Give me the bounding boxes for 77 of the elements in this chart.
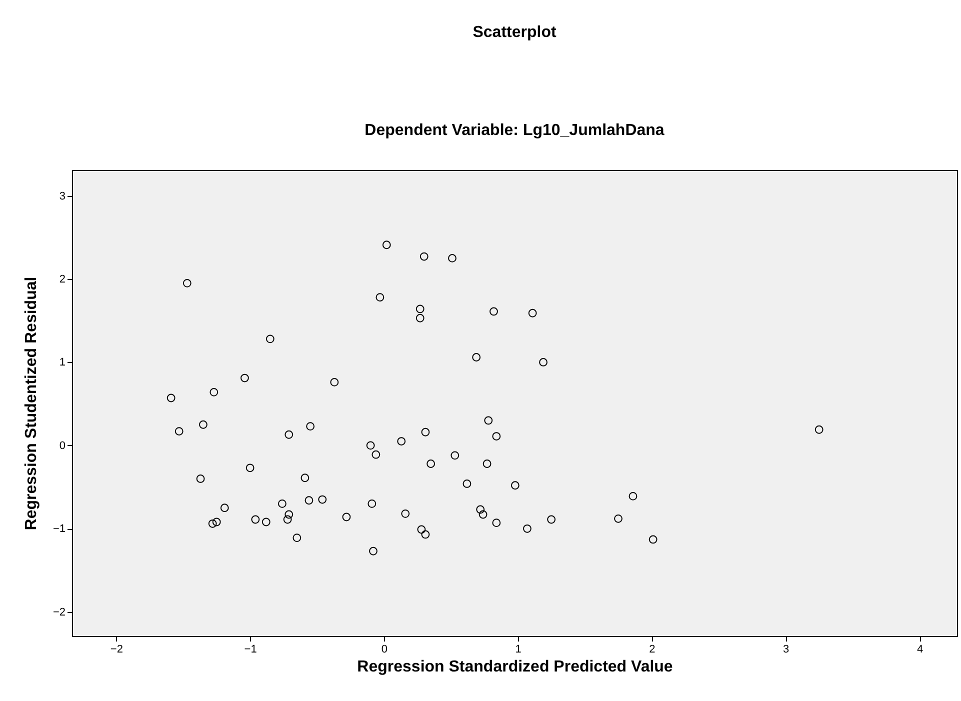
point — [472, 353, 481, 362]
point — [240, 374, 249, 382]
point — [166, 394, 176, 402]
point — [547, 515, 556, 524]
point — [342, 512, 351, 522]
point — [476, 505, 485, 514]
point — [814, 425, 824, 434]
point — [482, 460, 492, 468]
point — [648, 535, 658, 544]
y-axis-title: Regression Studentized Residual — [22, 276, 40, 530]
point — [628, 492, 638, 500]
x-tick-label: −1 — [244, 644, 257, 656]
point — [382, 240, 391, 250]
point — [300, 474, 310, 482]
point — [208, 519, 217, 528]
point — [421, 428, 430, 436]
point — [510, 481, 520, 490]
point — [304, 496, 314, 505]
x-tick-label: 4 — [916, 644, 924, 656]
point — [448, 254, 456, 262]
point — [182, 278, 192, 288]
point — [539, 358, 548, 366]
point — [462, 480, 472, 488]
point — [478, 510, 488, 519]
point — [490, 307, 498, 316]
point — [421, 530, 430, 539]
point — [278, 499, 286, 508]
point — [397, 437, 406, 446]
point — [306, 422, 315, 430]
point — [251, 515, 260, 524]
point — [284, 510, 294, 519]
point — [212, 518, 221, 526]
point — [523, 524, 532, 533]
point — [401, 509, 410, 518]
y-tick-label: 1 — [59, 356, 66, 369]
x-tick-label: −2 — [110, 644, 123, 656]
point — [376, 293, 384, 302]
y-tick-label: 2 — [59, 274, 66, 286]
point — [210, 388, 218, 396]
chart-title: Scatterplot — [472, 24, 557, 41]
x-tick-label: 0 — [381, 644, 388, 656]
y-tick-label: −2 — [52, 606, 66, 618]
x-axis-title: Regression Standardized Predicted Value — [357, 658, 673, 676]
point — [492, 518, 501, 528]
x-tick-label: 3 — [783, 644, 790, 656]
point — [262, 518, 270, 526]
y-tick-label: 3 — [59, 190, 66, 202]
point — [426, 460, 436, 468]
point — [492, 432, 501, 440]
point — [420, 252, 428, 261]
point — [416, 314, 424, 322]
point — [416, 304, 424, 314]
point — [484, 416, 493, 425]
point — [246, 464, 254, 472]
point — [614, 514, 622, 523]
point — [372, 450, 380, 459]
point — [199, 420, 208, 429]
point — [330, 378, 339, 386]
point — [283, 515, 292, 524]
x-tick-label: 2 — [649, 644, 656, 656]
point — [292, 534, 302, 542]
point — [174, 427, 184, 436]
point — [528, 308, 537, 318]
point — [220, 504, 229, 512]
point — [450, 451, 460, 460]
x-tick-label: 1 — [515, 644, 522, 656]
point — [196, 474, 205, 483]
y-tick-label: −1 — [52, 523, 66, 536]
chart-subtitle: Dependent Variable: Lg10_JumlahDana — [364, 122, 664, 139]
point — [369, 546, 378, 556]
y-tick-label: 0 — [59, 440, 66, 452]
point — [366, 441, 375, 450]
point — [284, 430, 294, 439]
point — [417, 525, 426, 534]
point — [368, 499, 376, 508]
point — [318, 495, 327, 504]
point — [266, 334, 274, 344]
